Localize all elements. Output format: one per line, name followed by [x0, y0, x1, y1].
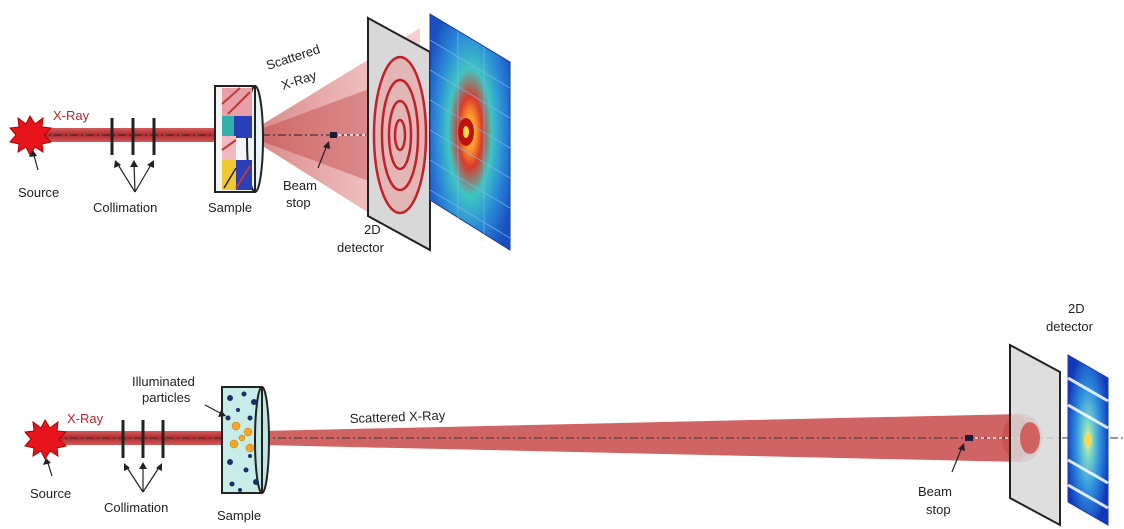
bottom-detector-spot: [1020, 422, 1040, 454]
bottom-label-scattered-xray: Scattered X-Ray: [350, 408, 446, 426]
bottom-label-collimation: Collimation: [104, 500, 168, 515]
top-source-arrowhead: [29, 150, 37, 157]
bottom-particles-arrow: [204, 404, 223, 415]
bottom-beam-stop-arrow: [951, 446, 963, 473]
bottom-particles-arrowhead: [218, 410, 226, 417]
top-label-xray-scattered: X-Ray: [279, 67, 318, 93]
bottom-label-particles: particles: [142, 390, 191, 405]
bottom-label-detector: detector: [1046, 319, 1094, 334]
bottom-label-source: Source: [30, 486, 71, 501]
bottom-source-arrowhead: [43, 458, 51, 465]
bottom-label-2d: 2D: [1068, 301, 1085, 316]
top-label-sample: Sample: [208, 200, 252, 215]
top-label-stop: stop: [286, 195, 311, 210]
top-sample: [214, 85, 264, 193]
top-source-icon: [9, 114, 53, 157]
top-label-2d: 2D: [364, 222, 381, 237]
top-panel: X-Ray Source Collimation Sample Scattere…: [9, 13, 511, 255]
bottom-label-sample: Sample: [217, 508, 261, 523]
top-beam-stop-arrow: [317, 144, 328, 169]
top-label-xray: X-Ray: [53, 108, 90, 123]
top-collimation-arrows: [116, 162, 153, 193]
top-label-beam: Beam: [283, 178, 317, 193]
bottom-panel: X-Ray Source Collimation Sample Illumina…: [24, 301, 1124, 527]
bottom-collimation-arrows: [125, 465, 161, 493]
top-label-source: Source: [18, 185, 59, 200]
top-label-detector: detector: [337, 240, 385, 255]
top-beam-stop-arrowhead: [323, 141, 330, 149]
bottom-sample: [221, 386, 270, 494]
bottom-beam-stop: [965, 435, 973, 441]
bottom-label-beam: Beam: [918, 484, 952, 499]
top-detector-rings: [372, 55, 428, 215]
bottom-label-stop: stop: [926, 502, 951, 517]
top-beam-stop: [330, 132, 337, 138]
bottom-label-xray: X-Ray: [67, 411, 104, 426]
bottom-source-icon: [24, 418, 68, 461]
top-label-collimation: Collimation: [93, 200, 157, 215]
bottom-label-illuminated: Illuminated: [132, 374, 195, 389]
bottom-beam-stop-arrowhead: [958, 443, 965, 451]
bottom-xray-beam: [40, 431, 225, 445]
bottom-pattern-center: [1084, 434, 1092, 446]
